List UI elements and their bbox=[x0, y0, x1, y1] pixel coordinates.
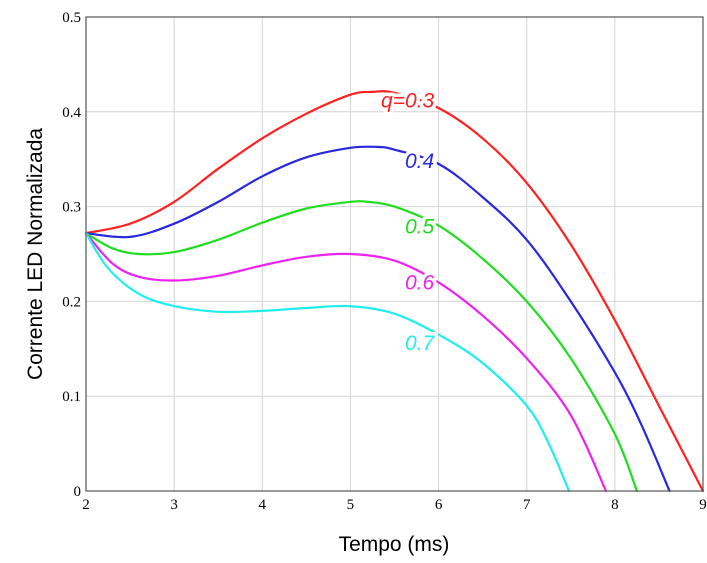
y-tick-labels: 0 0.1 0.2 0.3 0.4 0.5 bbox=[62, 10, 81, 500]
y-tick-label: 0.5 bbox=[62, 10, 81, 26]
series-line bbox=[84, 200, 638, 493]
series-label: 0.5 bbox=[405, 216, 435, 239]
y-tick-label: 0.4 bbox=[62, 105, 81, 121]
y-tick-label: 0.1 bbox=[62, 389, 81, 405]
plot-frame bbox=[85, 16, 704, 492]
x-tick-labels: 2 3 4 5 6 7 8 9 bbox=[82, 497, 707, 513]
grid bbox=[85, 16, 704, 492]
x-tick-label: 6 bbox=[435, 497, 443, 513]
x-tick-label: 3 bbox=[170, 497, 178, 513]
series-label: q=0.3 bbox=[381, 89, 434, 112]
series-line bbox=[84, 232, 571, 493]
x-tick-label: 7 bbox=[523, 497, 531, 513]
x-tick-label: 5 bbox=[347, 497, 355, 513]
y-axis-title: Corrente LED Normalizada bbox=[24, 128, 47, 380]
series-line bbox=[84, 145, 671, 493]
series-label-halo: 0.4 bbox=[405, 150, 434, 173]
series-label-halo: q=0.3 bbox=[381, 89, 434, 112]
curve-labels: q=0.3q=0.30.40.40.50.50.60.60.70.7 bbox=[378, 86, 439, 359]
y-tick-label: 0.2 bbox=[62, 294, 81, 310]
x-tick-label: 4 bbox=[259, 497, 267, 513]
x-axis-title: Tempo (ms) bbox=[339, 533, 450, 556]
series-layer bbox=[84, 90, 705, 493]
x-tick-label: 8 bbox=[611, 497, 619, 513]
series-label-halo: 0.5 bbox=[405, 216, 435, 239]
y-tick-label: 0 bbox=[74, 484, 82, 500]
series-label: 0.7 bbox=[405, 332, 436, 355]
series-label-halo: 0.7 bbox=[405, 332, 436, 355]
x-tick-label: 9 bbox=[699, 497, 707, 513]
x-tick-label: 2 bbox=[82, 497, 90, 513]
y-tick-label: 0.3 bbox=[62, 200, 81, 216]
series-line bbox=[84, 232, 608, 493]
series-label-halo: 0.6 bbox=[405, 271, 435, 294]
series-label: 0.4 bbox=[405, 150, 434, 173]
series-label: 0.6 bbox=[405, 271, 435, 294]
series-line bbox=[84, 90, 705, 493]
